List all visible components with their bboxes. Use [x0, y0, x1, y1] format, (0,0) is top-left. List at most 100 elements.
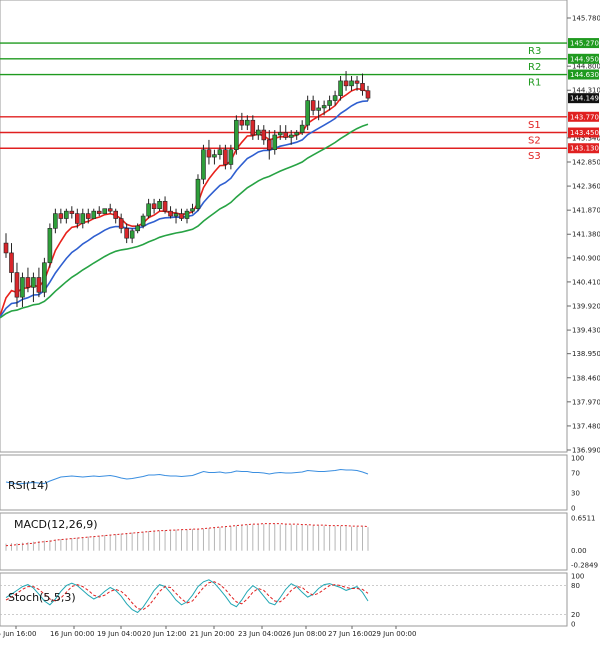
x-tick-label: 20 Jun 12:00 [142, 630, 186, 638]
stoch-d-line [5, 581, 369, 611]
candle-down [25, 277, 31, 288]
candle-up [217, 149, 223, 155]
macd-signal-line [5, 523, 369, 547]
candle-down [75, 213, 80, 224]
candle-up [212, 154, 217, 158]
candle-down [179, 213, 184, 219]
candle-down [9, 252, 14, 273]
last-price-tag [568, 93, 599, 104]
candle-down [107, 208, 113, 212]
y-tick-label: 138.460 [572, 374, 600, 382]
candle-up [288, 134, 294, 138]
main-panel-frame [0, 0, 568, 453]
level-name-r1: R1 [528, 78, 541, 89]
candle-down [354, 80, 360, 84]
y-tick-label: 145.780 [572, 15, 600, 23]
rsi-tick-label: 30 [571, 490, 580, 498]
candle-up [201, 149, 206, 180]
candle-down [85, 213, 91, 219]
level-tag-s2 [568, 127, 599, 138]
candle-down [360, 83, 365, 92]
stoch-tick-label: 100 [571, 573, 584, 581]
y-tick-label: 139.920 [572, 303, 600, 311]
candle-down [14, 272, 20, 298]
rsi-panel-frame [0, 454, 568, 511]
y-tick-label: 140.410 [572, 278, 600, 286]
y-tick-label: 143.340 [572, 134, 600, 142]
price-axis: 145.780 144.800 144.310 143.340 142.850 142.3… [567, 15, 600, 455]
level-tag-label-r3: 145.270 [570, 40, 599, 48]
y-tick-label: 137.480 [572, 422, 600, 430]
y-tick-label: 138.950 [572, 350, 600, 358]
candle-down [124, 228, 129, 239]
candle-up [157, 201, 162, 209]
candle-down [3, 242, 9, 254]
candle-down [96, 210, 102, 214]
candle-down [151, 203, 157, 209]
candle-up [316, 107, 321, 111]
x-tick-label: 16 Jun 00:00 [50, 630, 94, 638]
candle-down [118, 218, 124, 229]
level-tag-label-s2: 143.450 [570, 129, 599, 137]
macd-tick-label: -0.2849 [571, 562, 598, 570]
y-tick-label: 136.990 [572, 447, 600, 455]
candle-up [327, 100, 332, 106]
y-tick-label: 144.800 [572, 63, 600, 71]
candle-up [277, 132, 283, 136]
level-tag-s1 [568, 111, 599, 122]
x-tick-label: 19 Jun 04:00 [97, 630, 141, 638]
y-tick-label: 141.870 [572, 207, 600, 215]
ma-line-1 [0, 100, 369, 318]
level-tag-label-s1: 143.770 [570, 113, 599, 121]
macd-panel: 0.6511 0.00 -0.2849 [5, 515, 598, 570]
y-tick-label: 141.380 [572, 231, 600, 239]
y-tick-label: 137.970 [572, 398, 600, 406]
candle-down [223, 149, 228, 165]
candle-up [31, 277, 36, 288]
y-tick-label: 139.430 [572, 327, 600, 335]
level-name-s1: S1 [528, 120, 541, 131]
stoch-tick-label: 20 [571, 611, 580, 619]
last-price-label: 144.149 [570, 95, 599, 103]
x-tick-label: 27 Jun 16:00 [328, 630, 372, 638]
candle-up [64, 210, 69, 219]
candle-down [113, 210, 118, 219]
level-name-s2: S2 [528, 136, 541, 147]
candle-up [321, 105, 327, 109]
level-tag-label-r1: 144.630 [570, 71, 599, 79]
candle-up [245, 119, 250, 126]
x-tick-label: 15 Jun 16:00 [0, 630, 36, 638]
y-tick-label: 140.900 [572, 254, 600, 262]
level-name-s3: S3 [528, 151, 541, 162]
candle-up [305, 100, 310, 126]
candle-up [299, 124, 305, 133]
stoch-tick-label: 80 [571, 582, 580, 590]
rsi-label: RSI(14) [8, 479, 48, 492]
y-tick-label: 142.360 [572, 183, 600, 191]
candle-up [135, 225, 140, 232]
candle-up [272, 134, 278, 151]
candle-down [365, 90, 371, 99]
rsi-tick-label: 0 [571, 505, 575, 513]
macd-tick-label: 0.00 [571, 547, 587, 555]
candle-down [58, 213, 64, 219]
level-tag-label-s3: 143.130 [570, 145, 599, 153]
level-tag-s3 [568, 143, 599, 154]
macd-label: MACD(12,26,9) [14, 518, 98, 531]
stoch-tick-label: 0 [571, 621, 575, 629]
stoch-label: Stoch(5,5,3) [8, 591, 76, 604]
x-tick-label: 21 Jun 20:00 [190, 630, 234, 638]
level-name-r3: R3 [528, 46, 541, 57]
macd-tick-label: 0.6511 [571, 515, 596, 523]
rsi-panel: 100 70 30 0 [5, 455, 584, 513]
candle-up [20, 277, 25, 298]
candle-up [294, 132, 299, 136]
candle-down [310, 100, 316, 111]
candle-up [53, 213, 58, 229]
candle-up [338, 80, 343, 96]
x-tick-label: 29 Jun 00:00 [372, 630, 416, 638]
candle-up [234, 119, 239, 151]
candle-down [283, 132, 289, 138]
